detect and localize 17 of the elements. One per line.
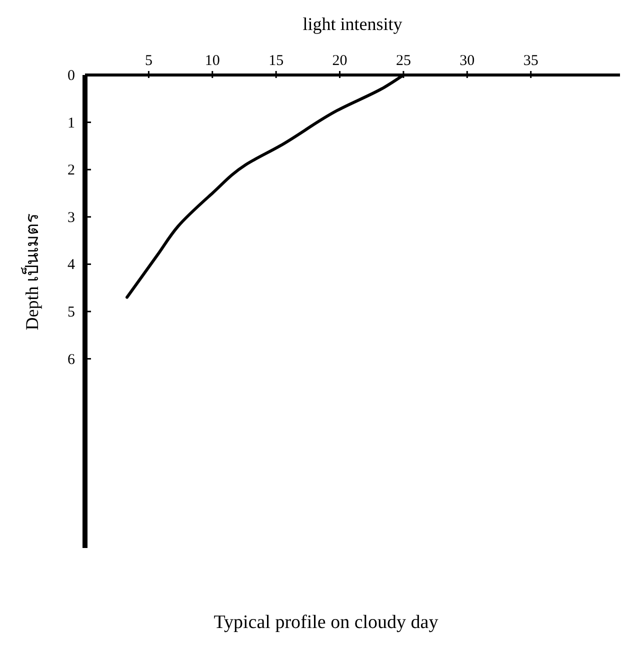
x-tick-label: 20: [332, 53, 348, 69]
x-tick-label: 25: [396, 53, 411, 69]
y-tick-label: 0: [68, 68, 75, 84]
x-tick-label: 30: [460, 53, 475, 69]
x-tick-label: 10: [204, 53, 220, 69]
y-tick-label: 2: [68, 162, 75, 179]
y-tick-label: 5: [68, 304, 75, 320]
x-axis-title: light intensity: [302, 14, 402, 34]
y-tick-label: 1: [68, 115, 75, 132]
x-tick-label: 35: [523, 53, 538, 69]
x-tick-label: 5: [144, 53, 152, 69]
y-tick-label: 4: [68, 257, 76, 274]
y-axis-title: Depth เป็นเมตร: [20, 212, 42, 330]
text: Typical profile on cloudy day: [214, 612, 439, 633]
y-tick-label: 3: [68, 210, 75, 226]
x-tick-label: 15: [268, 53, 284, 69]
y-tick-label: 6: [68, 352, 76, 368]
